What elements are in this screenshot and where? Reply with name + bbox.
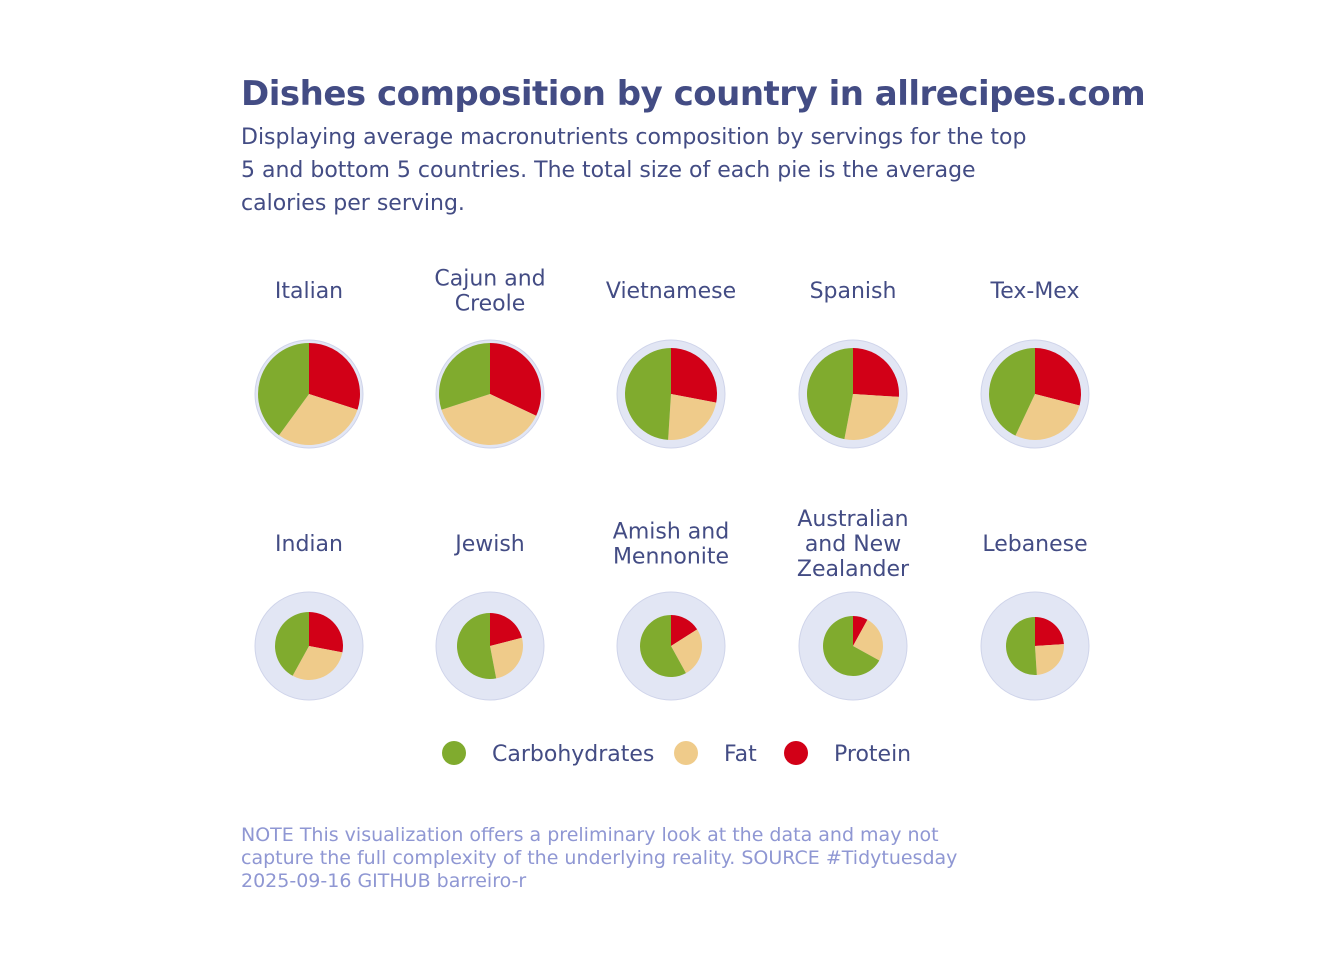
pie-slice-fat — [490, 637, 523, 679]
panel-label: and New — [805, 532, 901, 557]
panel-label: Zealander — [797, 557, 910, 582]
pie-slice-carbohydrates — [640, 615, 686, 677]
pie-slice-protein — [853, 348, 899, 397]
panel-label: Indian — [275, 532, 343, 557]
pie-slice-fat — [279, 394, 358, 446]
pie-slice-fat — [292, 646, 343, 680]
panel-label: Lebanese — [982, 532, 1087, 557]
pie-slice-fat — [1015, 394, 1080, 440]
pie-slice-carbohydrates — [456, 613, 497, 680]
pie-slice-carbohydrates — [989, 348, 1035, 436]
pie-slice-fat — [668, 394, 717, 440]
legend-swatch-carbohydrates — [442, 741, 466, 765]
caption-note: NOTE This visualization offers a prelimi… — [241, 824, 958, 892]
pie-slice-carbohydrates — [624, 348, 671, 440]
panel-label: Italian — [275, 279, 343, 304]
legend-label-protein: Protein — [834, 742, 911, 767]
pie-slice-protein — [1035, 348, 1081, 406]
pie-slice-carbohydrates — [275, 612, 309, 676]
pie-slice-protein — [671, 615, 698, 646]
pie-slice-protein — [309, 612, 343, 653]
pie-slice-protein — [490, 613, 522, 646]
legend-swatch-fat — [674, 741, 698, 765]
legend-label-carbohydrates: Carbohydrates — [492, 742, 654, 767]
pie-slice-fat — [441, 394, 537, 446]
pie-slice-carbohydrates — [439, 343, 490, 410]
pie-slice-fat — [1035, 644, 1064, 675]
pie-slice-fat — [671, 629, 703, 674]
pie-slice-fat — [853, 619, 883, 661]
panel-label: Mennonite — [613, 545, 729, 570]
pie-slice-protein — [309, 343, 360, 410]
pie-slice-carbohydrates — [807, 348, 853, 440]
pie-slice-protein — [853, 616, 868, 646]
pie-slice-fat — [844, 394, 899, 441]
panel-label: Spanish — [810, 279, 897, 304]
legend-label-fat: Fat — [724, 742, 757, 767]
panel-label: Australian — [797, 507, 908, 532]
pie-slice-carbohydrates — [823, 616, 880, 676]
pie-slice-carbohydrates — [257, 343, 309, 436]
panel-label: Jewish — [453, 532, 525, 557]
pie-slice-protein — [490, 343, 542, 416]
panel-label: Tex-Mex — [990, 279, 1080, 304]
panel-label: Amish and — [613, 520, 729, 545]
legend-swatch-protein — [784, 741, 808, 765]
pie-slice-protein — [671, 348, 717, 403]
panel-label: Creole — [455, 292, 526, 317]
panel-label: Cajun and — [434, 267, 545, 292]
panel-label: Vietnamese — [606, 279, 736, 304]
pie-slice-protein — [1035, 617, 1064, 646]
chart-subtitle: Displaying average macronutrients compos… — [241, 125, 1027, 216]
chart-title: Dishes composition by country in allreci… — [241, 74, 1146, 114]
pie-slice-carbohydrates — [1005, 617, 1037, 675]
